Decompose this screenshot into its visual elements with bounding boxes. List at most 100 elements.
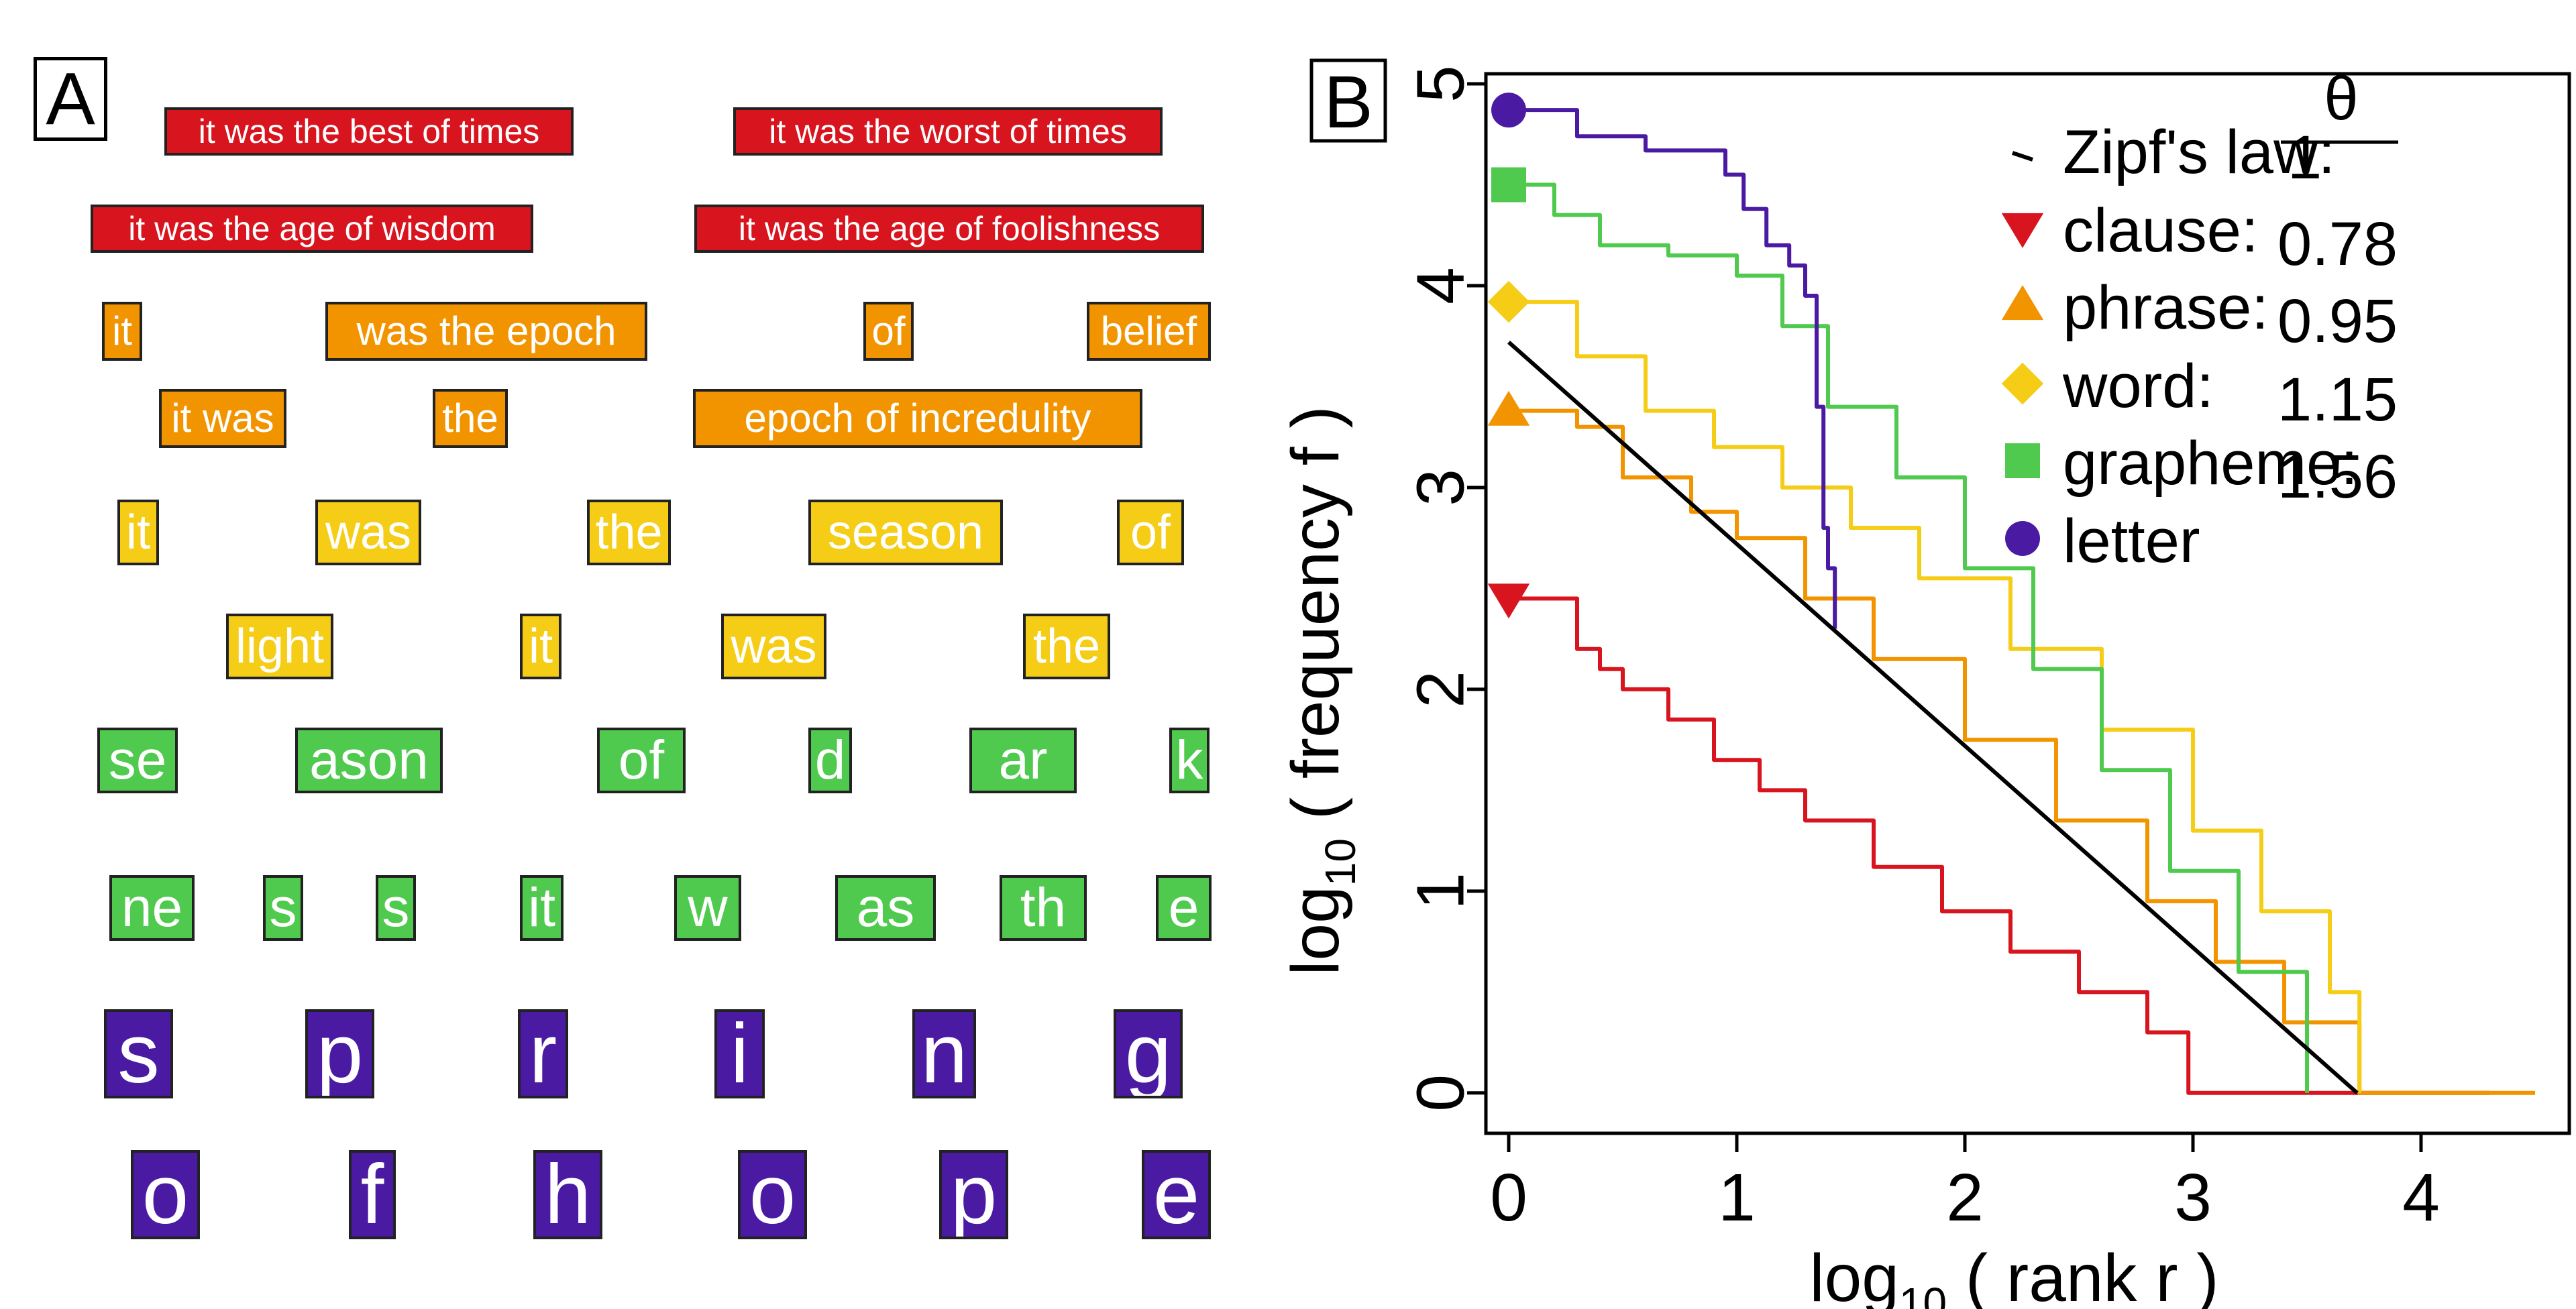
y-axis-label-sub: 10 xyxy=(1316,838,1364,886)
x-tick-label: 1 xyxy=(1718,1160,1756,1235)
grapheme-token: of xyxy=(597,728,686,793)
legend-theta-value: 1 xyxy=(2288,123,2322,192)
grapheme-token: ar xyxy=(969,728,1077,793)
grapheme-token: d xyxy=(808,728,852,793)
y-tick-label: 1 xyxy=(1403,872,1478,910)
word-token: light xyxy=(226,614,333,679)
letter-token: g xyxy=(1114,1009,1183,1098)
grapheme-token: as xyxy=(835,875,936,941)
panel-b-label-frame xyxy=(1309,58,1387,143)
phrase-token: of xyxy=(863,302,914,361)
series-word-marker xyxy=(1487,280,1530,323)
phrase-token: it was xyxy=(159,389,286,448)
letter-token: o xyxy=(131,1150,200,1239)
panel-a-label: A xyxy=(34,57,107,141)
x-tick-label: 2 xyxy=(1946,1160,1984,1235)
series-clause-line xyxy=(1509,596,2489,1095)
letter-token: h xyxy=(533,1150,602,1239)
plot-frame xyxy=(1484,72,2571,1135)
letter-token: i xyxy=(714,1009,765,1098)
legend-theta-value: 1.56 xyxy=(2277,443,2398,511)
letter-token: s xyxy=(104,1009,173,1098)
series-grapheme-marker xyxy=(1491,167,1526,203)
legend-zipf-swatch xyxy=(2012,151,2033,162)
word-token: the xyxy=(587,500,671,565)
grapheme-token: e xyxy=(1156,875,1212,941)
grapheme-token: s xyxy=(263,875,303,941)
series-letter-marker xyxy=(1491,93,1526,128)
clause-token: it was the best of times xyxy=(164,107,574,156)
x-tick-label: 4 xyxy=(2402,1160,2440,1235)
legend-letter-swatch xyxy=(2005,521,2040,556)
word-token: was xyxy=(721,614,826,679)
letter-token: f xyxy=(349,1150,396,1239)
legend-label: word: xyxy=(2062,352,2214,420)
legend-label: phrase: xyxy=(2063,274,2269,342)
grapheme-token: th xyxy=(1000,875,1087,941)
word-token: it xyxy=(520,614,561,679)
legend-theta-value: 1.15 xyxy=(2277,365,2398,434)
y-tick-label: 5 xyxy=(1403,65,1478,103)
legend-label: Zipf's law: xyxy=(2063,118,2335,186)
word-token: was xyxy=(315,500,421,565)
letter-token: e xyxy=(1142,1150,1211,1239)
panel-a: A it was the best of times it was the wor… xyxy=(0,0,1275,1309)
clause-token: it was the age of wisdom xyxy=(91,205,533,253)
phrase-token: the xyxy=(433,389,508,448)
grapheme-token: ne xyxy=(109,875,195,941)
y-axis-label-suffix: ( frequency f ) xyxy=(1278,406,1353,838)
legend-theta-value: 0.78 xyxy=(2277,210,2398,278)
x-tick-label: 0 xyxy=(1490,1160,1527,1235)
series-clause-marker xyxy=(1487,583,1530,619)
phrase-token: belief xyxy=(1087,302,1211,361)
y-axis-label: log10 ( frequency f ) xyxy=(1278,406,1364,975)
legend-label: grapheme: xyxy=(2063,429,2358,498)
x-axis-label: log10 ( rank r ) xyxy=(1809,1241,2218,1309)
series-phrase-line xyxy=(1509,408,2535,1095)
x-axis-label-suffix: ( rank r ) xyxy=(1947,1241,2219,1309)
panel-b-label: B xyxy=(1324,61,1373,144)
x-axis-label-sub: 10 xyxy=(1899,1279,1947,1309)
word-token: the xyxy=(1023,614,1110,679)
legend-phrase-swatch xyxy=(2001,285,2044,321)
letter-token: n xyxy=(912,1009,976,1098)
x-tick-label: 3 xyxy=(2174,1160,2212,1235)
legend-label: letter xyxy=(2063,507,2200,575)
grapheme-token: s xyxy=(376,875,416,941)
phrase-token: was the epoch xyxy=(325,302,647,361)
letter-token: p xyxy=(939,1150,1008,1239)
y-tick-label: 4 xyxy=(1403,267,1478,304)
letter-token: o xyxy=(738,1150,807,1239)
legend-grapheme-swatch xyxy=(2005,443,2040,478)
word-token: of xyxy=(1117,500,1184,565)
y-tick-label: 3 xyxy=(1403,469,1478,506)
word-token: season xyxy=(808,500,1003,565)
legend-word-swatch xyxy=(2001,362,2044,405)
word-token: it xyxy=(117,500,159,565)
legend-theta-value: 0.95 xyxy=(2277,287,2398,355)
grapheme-token: se xyxy=(97,728,178,793)
phrase-token: epoch of incredulity xyxy=(693,389,1142,448)
series-phrase-marker xyxy=(1487,390,1530,426)
series-letter-line xyxy=(1509,108,1837,629)
clause-token: it was the worst of times xyxy=(733,107,1163,156)
grapheme-token: it xyxy=(520,875,564,941)
x-axis-label-prefix: log xyxy=(1809,1241,1898,1309)
phrase-token: it xyxy=(102,302,142,361)
series-zipfslaw-line xyxy=(1507,341,2359,1095)
series-word-line xyxy=(1509,300,2362,1093)
grapheme-token: w xyxy=(674,875,741,941)
legend-theta-header: θ xyxy=(2324,64,2358,133)
grapheme-token: ason xyxy=(295,728,443,793)
y-axis-label-prefix: log xyxy=(1278,886,1353,975)
legend-clause-swatch xyxy=(2001,213,2044,248)
y-tick-label: 2 xyxy=(1403,671,1478,708)
series-grapheme-line xyxy=(1509,182,2309,1093)
letter-token: p xyxy=(305,1009,374,1098)
clause-token: it was the age of foolishness xyxy=(694,205,1204,253)
y-tick-label: 0 xyxy=(1403,1074,1478,1112)
legend-label: clause: xyxy=(2063,196,2259,265)
